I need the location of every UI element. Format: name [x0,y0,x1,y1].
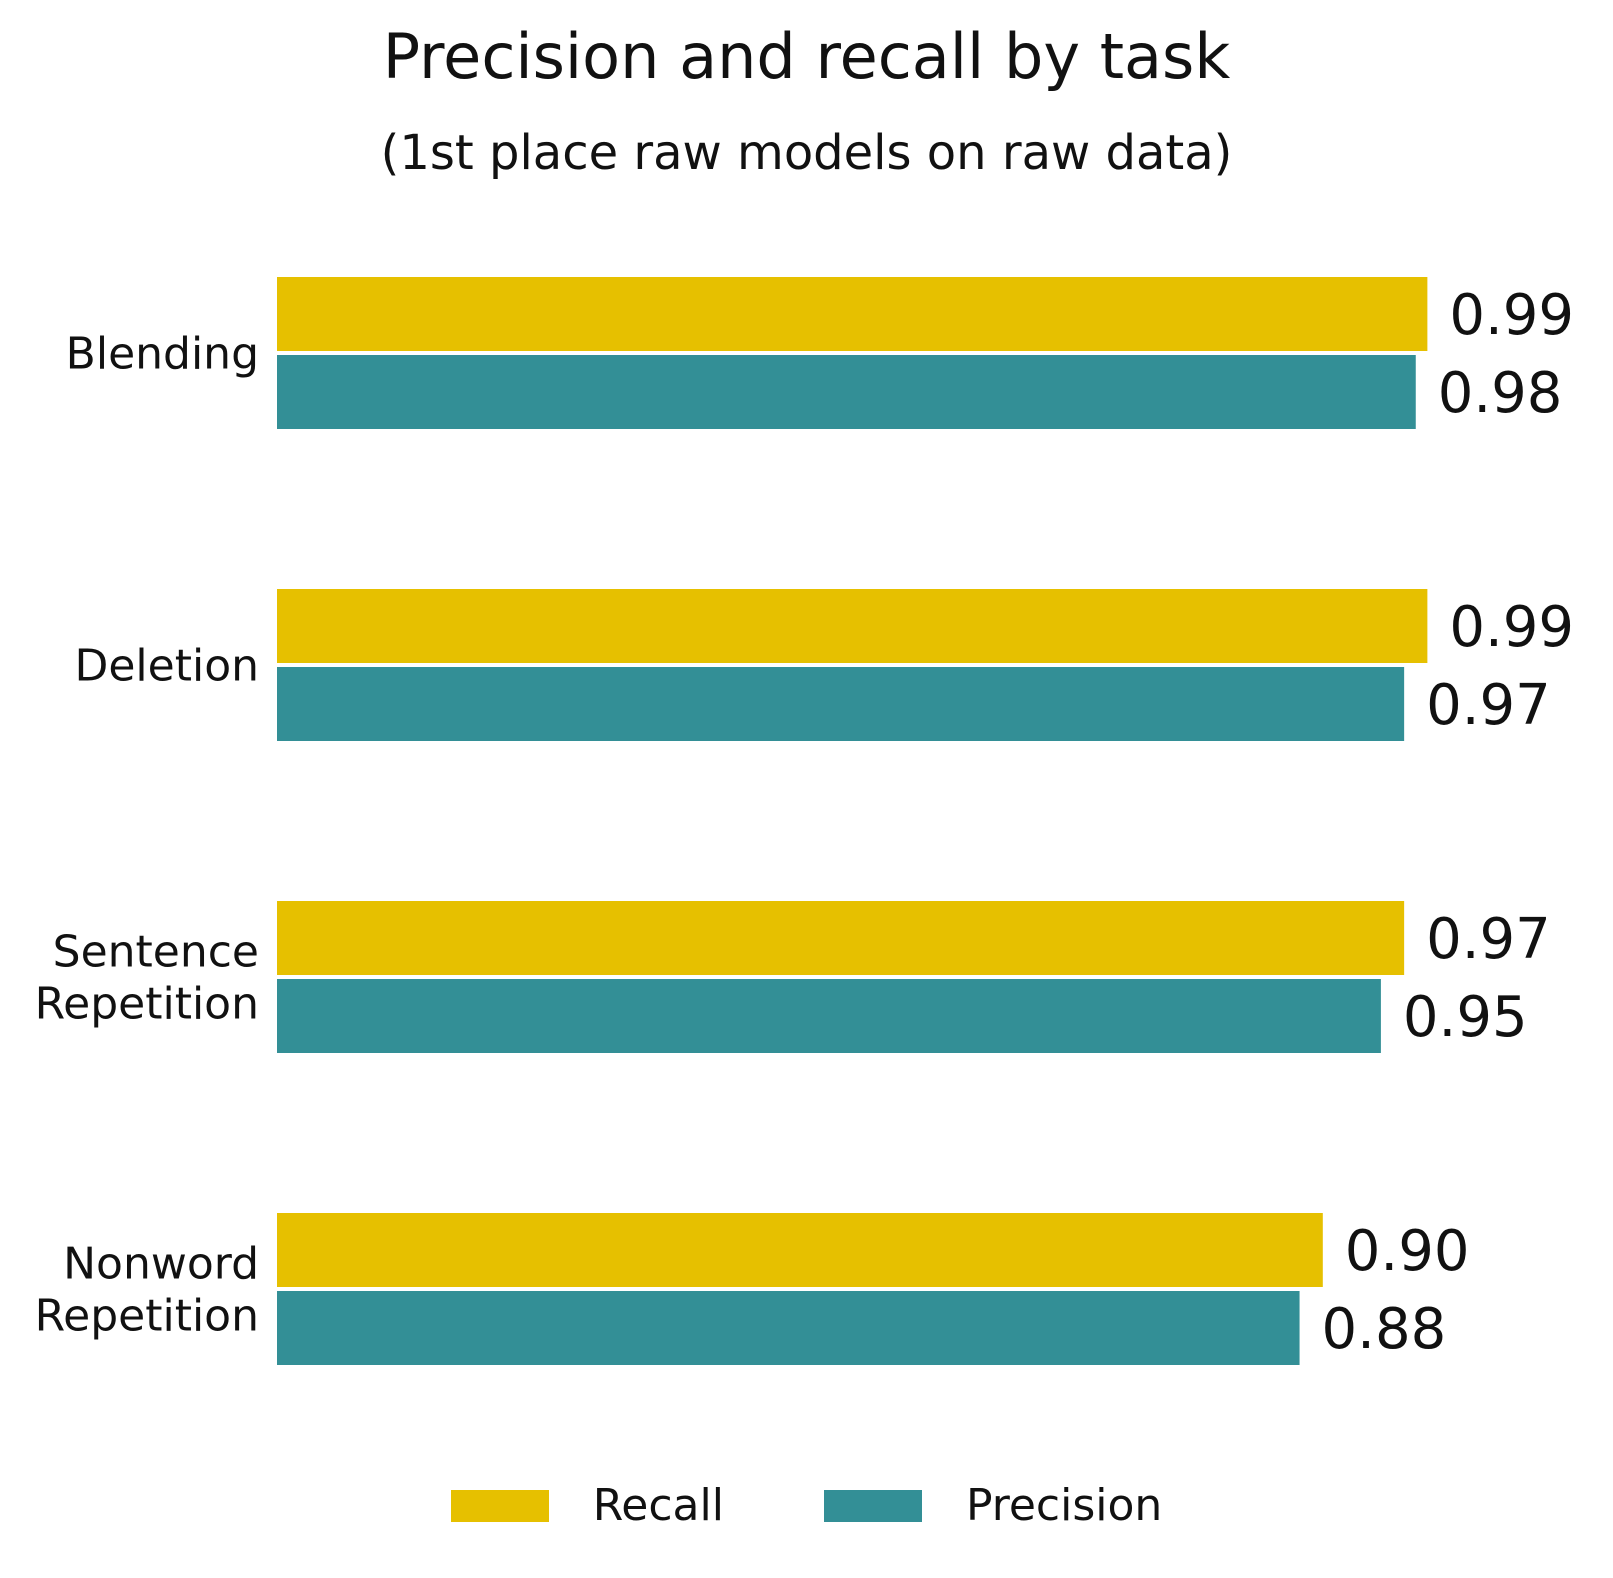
data-label-precision-1: 0.97 [1426,673,1551,738]
data-label-recall-2: 0.97 [1426,907,1551,972]
data-label-precision-0: 0.98 [1438,361,1563,426]
category-label-2: Sentence Repetition [35,926,259,1029]
bar-precision-1 [277,667,1405,741]
legend-item-precision: Precision [823,1480,1163,1531]
legend-swatch-recall [450,1489,549,1522]
data-label-recall-0: 0.99 [1449,283,1574,348]
bar-recall-3 [277,1213,1323,1287]
chart-subtitle: (1st place raw models on raw data) [380,125,1233,181]
legend-swatch-precision [823,1489,922,1522]
data-label-precision-2: 0.95 [1403,985,1528,1050]
category-label-0: Blending [66,328,259,379]
chart-title: Precision and recall by task [382,20,1231,93]
data-label-recall-1: 0.99 [1449,595,1574,660]
category-label-1: Deletion [74,640,259,691]
category-label-3: Nonword Repetition [35,1238,259,1341]
bar-recall-1 [277,589,1428,663]
legend-label-precision: Precision [965,1480,1163,1531]
data-label-precision-3: 0.88 [1322,1297,1447,1362]
bar-recall-2 [277,901,1405,975]
bar-precision-2 [277,979,1381,1053]
legend-item-recall: Recall [450,1480,724,1531]
data-label-recall-3: 0.90 [1345,1219,1470,1284]
bar-precision-0 [277,355,1416,429]
bar-precision-3 [277,1291,1300,1365]
bar-recall-0 [277,277,1428,351]
legend-label-recall: Recall [592,1480,724,1531]
chart-legend: Recall Precision [0,1480,1613,1531]
